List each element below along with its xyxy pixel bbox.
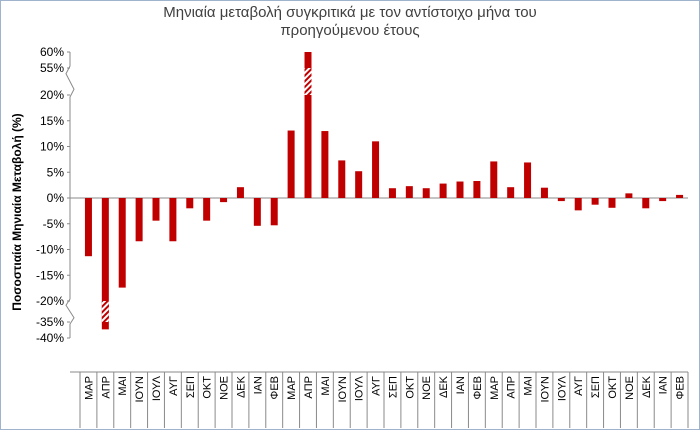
x-tick-label: ΑΠΡ — [100, 376, 112, 399]
y-tick-label: -20% — [36, 294, 64, 308]
x-tick-label: ΟΚΤ — [607, 376, 619, 399]
x-tick-label: ΜΑΡ — [286, 376, 298, 400]
bar — [676, 194, 684, 198]
x-tick-labels: ΜΑΡ ΑΠΡ ΜΑΙ ΙΟΥΝ ΙΟΥΛ ΑΥΓ ΣΕΠ ΟΚΤ ΝΟΕ ΔΕΚ ΙΑΝ ΦΕΒ ΜΑ… — [83, 375, 686, 402]
bar — [405, 186, 413, 198]
x-tick-label: ΦΕΒ — [675, 376, 687, 399]
x-tick-label: ΣΕΠ — [185, 376, 197, 398]
bar — [101, 198, 109, 330]
x-tick-label: ΑΠΡ — [506, 376, 518, 399]
y-tick-label: -15% — [36, 268, 64, 282]
bar — [203, 198, 211, 221]
bar-break-mark — [304, 68, 312, 95]
bar — [439, 183, 447, 198]
y-tick-label: -5% — [43, 217, 65, 231]
bar — [220, 198, 228, 203]
bar — [625, 193, 633, 198]
x-tick-label: ΜΑΙ — [523, 376, 535, 396]
x-tick-label: ΑΥΓ — [573, 376, 585, 396]
bar — [422, 188, 430, 198]
bar — [236, 187, 244, 198]
bar — [659, 198, 667, 202]
x-tick-label: ΑΥΓ — [371, 376, 383, 396]
y-tick-label: 10% — [40, 140, 64, 154]
x-tick-label: ΔΕΚ — [438, 375, 450, 398]
bar — [608, 198, 616, 208]
x-tick-label: ΜΑΙ — [320, 376, 332, 396]
x-tick-label: ΔΕΚ — [641, 375, 653, 398]
bar — [524, 162, 532, 198]
bar — [456, 181, 464, 198]
x-tick-label: ΟΚΤ — [404, 376, 416, 399]
y-tick-label: -35% — [36, 315, 64, 329]
bar — [152, 198, 160, 221]
x-tick-label: ΟΚΤ — [202, 376, 214, 399]
y-tick-label: 15% — [40, 114, 64, 128]
x-tick-label: ΙΟΥΛ — [151, 375, 163, 401]
bar — [355, 171, 363, 198]
x-tick-label: ΣΕΠ — [590, 376, 602, 398]
x-tick-label: ΙΑΝ — [252, 376, 264, 394]
x-tick-label: ΙΟΥΝ — [539, 376, 551, 403]
bar — [186, 198, 194, 209]
bar-break-mark — [101, 301, 109, 322]
bar — [270, 198, 278, 226]
bar — [473, 181, 481, 198]
y-tick-label: 20% — [40, 88, 64, 102]
axes — [65, 51, 689, 428]
x-tick-label: ΑΥΓ — [168, 376, 180, 396]
x-tick-label: ΝΟΕ — [219, 376, 231, 400]
y-tick-labels: 60% 55% 20% 15% 10% 5% 0% -5% -10% -15% -20% -35% -4… — [36, 45, 64, 345]
bar — [84, 198, 92, 257]
x-tick-label: ΦΕΒ — [472, 376, 484, 399]
x-tick-label: ΝΟΕ — [624, 376, 636, 400]
y-tick-label: -40% — [36, 331, 64, 345]
bars — [84, 52, 684, 330]
x-tick-label: ΔΕΚ — [235, 375, 247, 398]
chart-title-line-2: προηγούμενου έτους — [280, 22, 420, 39]
bar — [372, 141, 380, 198]
bar — [118, 198, 126, 288]
y-tick-label: 60% — [40, 45, 64, 59]
bar — [557, 198, 565, 202]
x-tick-label: ΙΟΥΛ — [354, 375, 366, 401]
y-tick-label: 55% — [40, 61, 64, 75]
bar — [490, 161, 498, 198]
bar — [338, 160, 346, 198]
x-tick-label: ΙΑΝ — [455, 376, 467, 394]
chart-title-line-1: Μηνιαία μεταβολή συγκριτικά με τον αντίσ… — [163, 4, 537, 21]
y-tick-label: 0% — [47, 191, 65, 205]
x-tick-label: ΜΑΙ — [117, 376, 129, 396]
x-tick-label: ΙΟΥΝ — [337, 376, 349, 403]
bar — [169, 198, 177, 242]
x-tick-label: ΦΕΒ — [269, 376, 281, 399]
x-tick-label: ΙΟΥΝ — [134, 376, 146, 403]
bar — [574, 198, 582, 211]
x-tick-label: ΑΠΡ — [303, 376, 315, 399]
x-tick-label: ΜΑΡ — [489, 376, 501, 400]
x-tick-label: ΙΑΝ — [658, 376, 670, 394]
bar — [304, 52, 312, 198]
bar — [507, 187, 515, 198]
x-tick-label: ΝΟΕ — [421, 376, 433, 400]
bar — [642, 198, 650, 209]
y-tick-label: 5% — [47, 165, 65, 179]
bar — [253, 198, 261, 226]
bar — [591, 198, 599, 205]
x-tick-label: ΜΑΡ — [83, 376, 95, 400]
bar — [388, 188, 396, 198]
x-tick-label: ΙΟΥΛ — [556, 375, 568, 401]
bar — [540, 187, 548, 198]
bar — [321, 131, 329, 198]
chart-title: Μηνιαία μεταβολή συγκριτικά με τον αντίσ… — [0, 4, 700, 40]
bar — [135, 198, 143, 242]
bar — [287, 130, 295, 198]
y-tick-label: -10% — [36, 243, 64, 257]
x-tick-label: ΣΕΠ — [387, 376, 399, 398]
